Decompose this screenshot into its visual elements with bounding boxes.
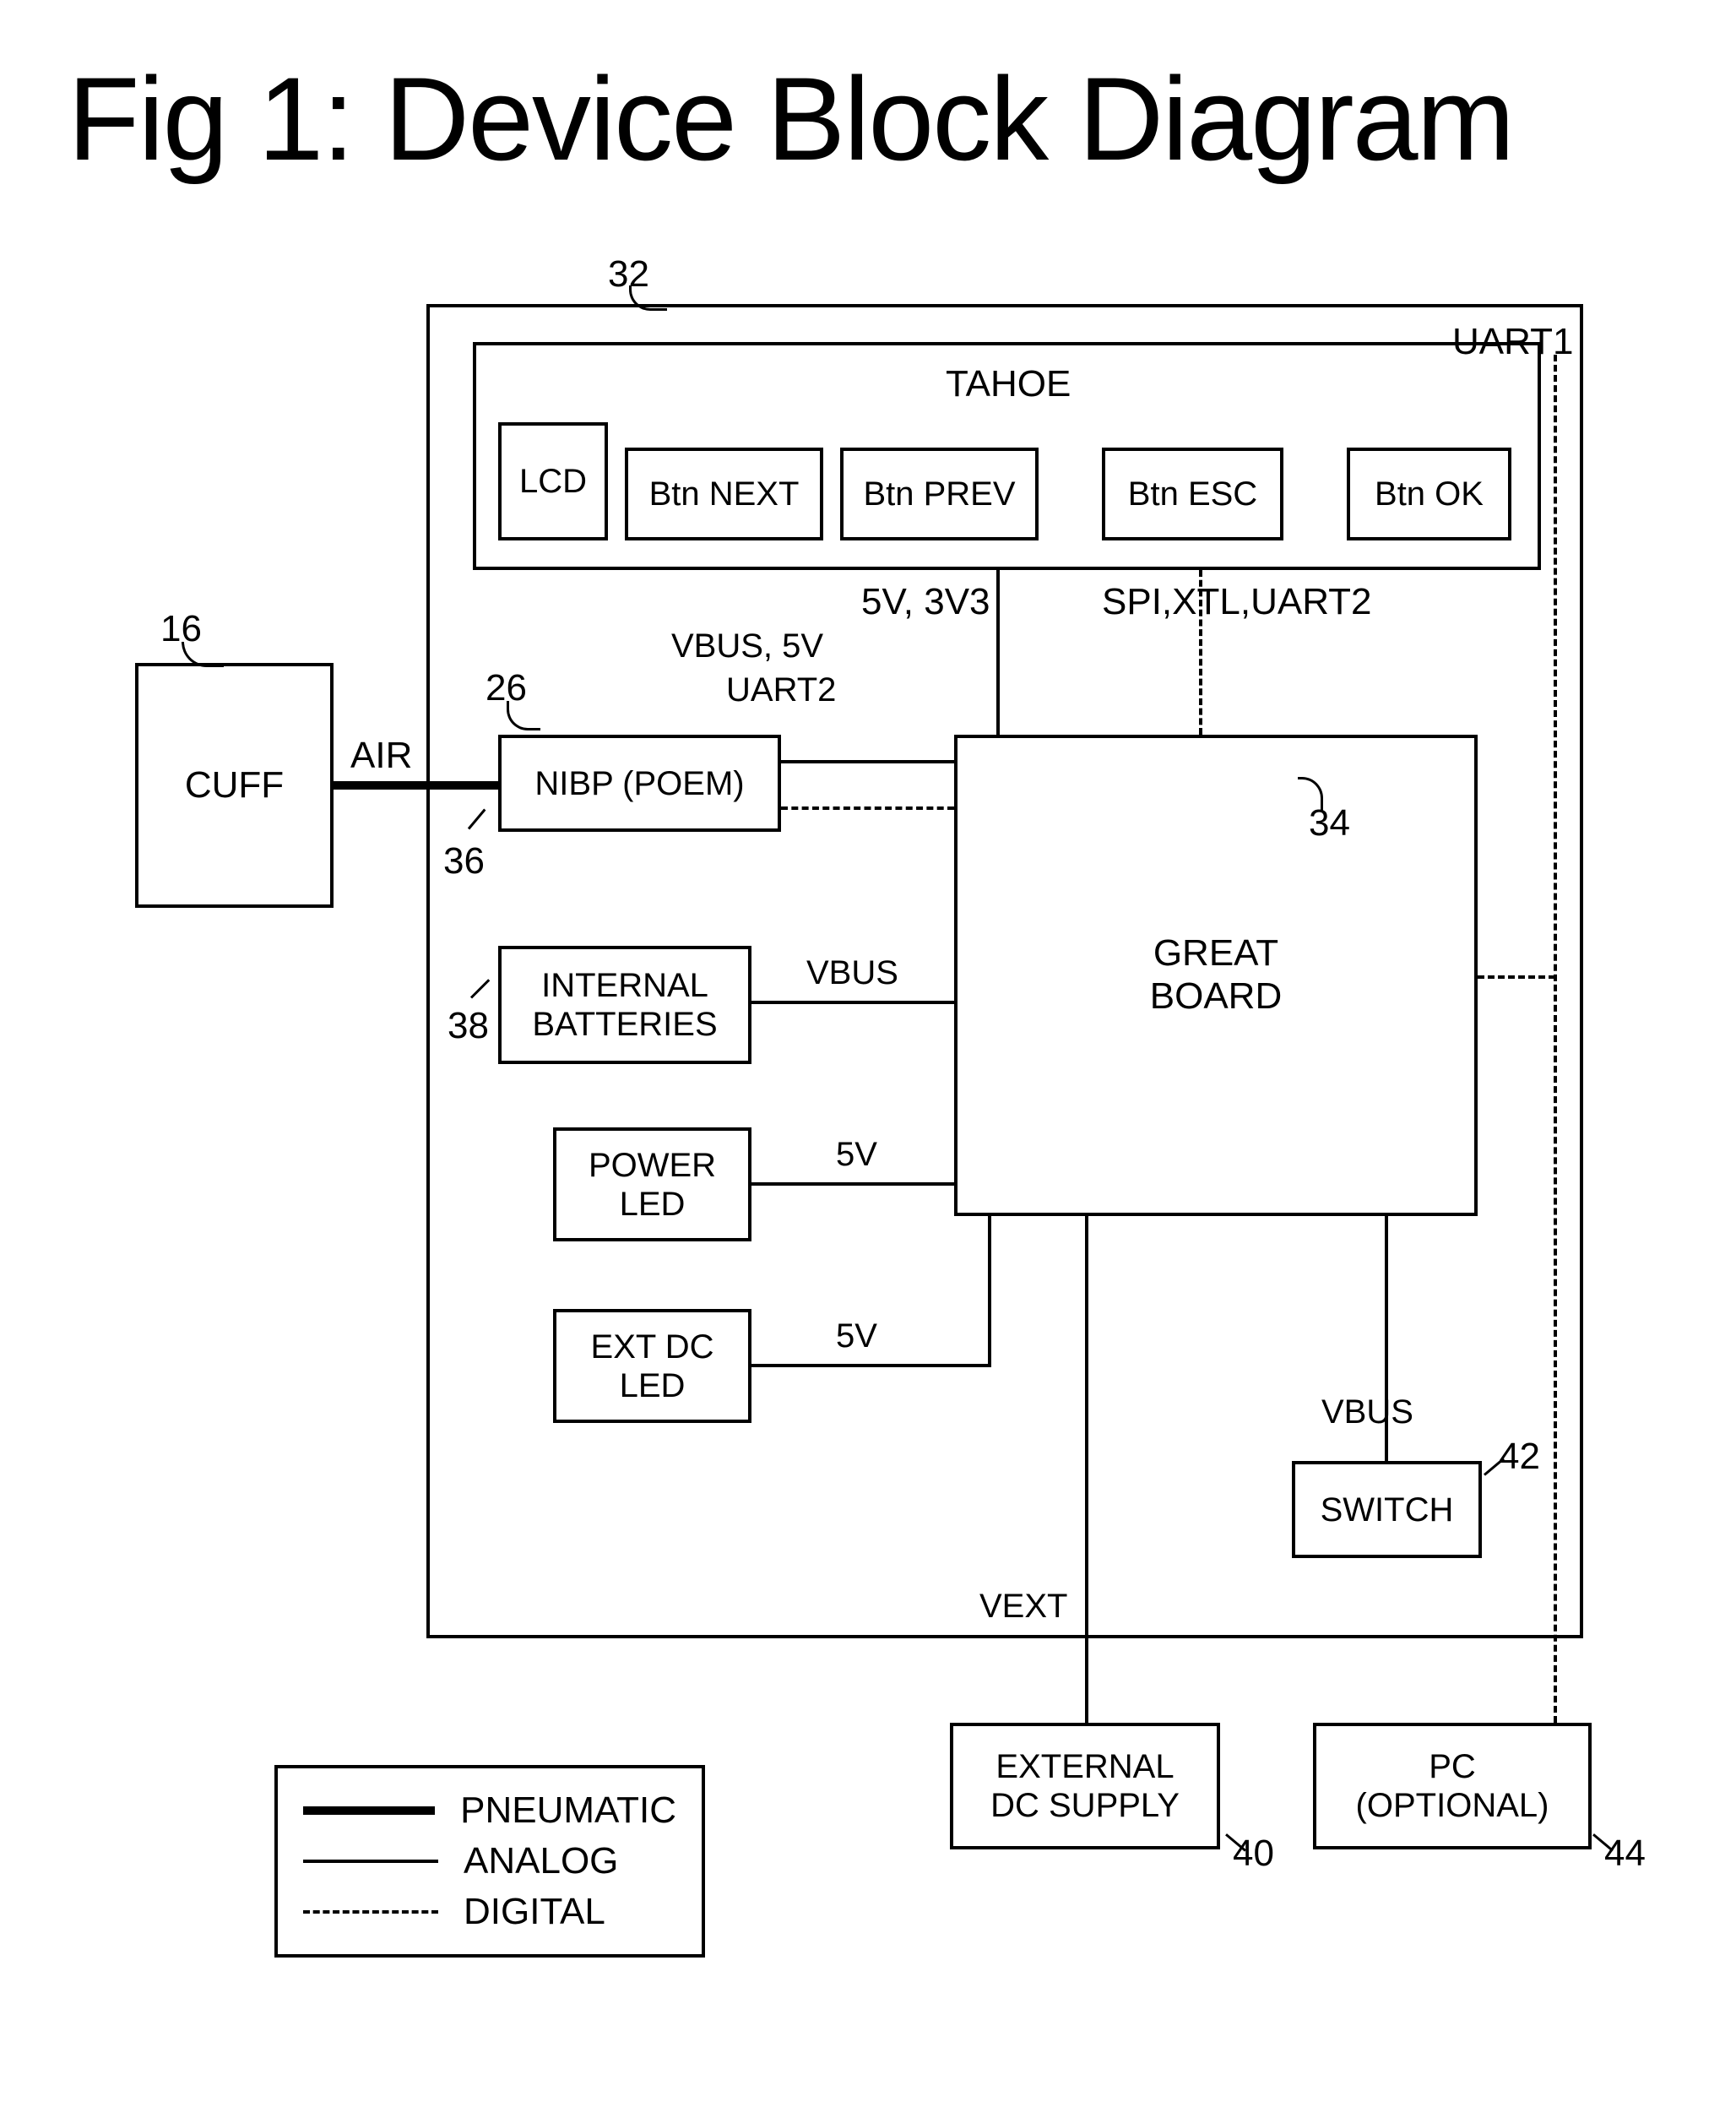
block-btn-ok: Btn OK xyxy=(1347,448,1511,540)
ref-36: 36 xyxy=(443,840,485,882)
legend-row-digital: DIGITAL xyxy=(303,1887,676,1937)
diagram-canvas: CUFF 16 AIR 36 TAHOE 32 LCD Btn NEXT Btn… xyxy=(135,253,1604,2027)
block-switch: SWITCH xyxy=(1292,1461,1482,1558)
legend: PNEUMATIC ANALOG DIGITAL xyxy=(274,1765,705,1958)
block-external-dc-supply: EXTERNAL DC SUPPLY xyxy=(950,1723,1220,1849)
block-btn-esc: Btn ESC xyxy=(1102,448,1283,540)
block-cuff: CUFF xyxy=(135,663,334,908)
label-vbus5v: VBUS, 5V xyxy=(671,627,823,665)
block-ext-dc-led: EXT DC LED xyxy=(553,1309,751,1423)
label-vbus-switch: VBUS xyxy=(1321,1393,1413,1431)
label-5v3v3: 5V, 3V3 xyxy=(861,581,990,623)
block-btn-next: Btn NEXT xyxy=(625,448,823,540)
figure-title: Fig 1: Device Block Diagram xyxy=(68,51,1513,187)
wire-vext xyxy=(1085,1216,1088,1723)
legend-pneumatic: PNEUMATIC xyxy=(460,1789,676,1832)
label-extled-5v: 5V xyxy=(836,1317,877,1355)
wire-batt-vbus xyxy=(751,1001,954,1004)
wire-extled-h xyxy=(751,1364,991,1367)
label-batt-vbus: VBUS xyxy=(806,954,898,992)
wire-extled-v xyxy=(988,1216,991,1364)
legend-analog: ANALOG xyxy=(464,1840,618,1882)
wire-uart1-v xyxy=(1554,355,1557,1723)
wire-uart1-to-board xyxy=(1478,975,1555,979)
wire-nibp-vbus5v xyxy=(781,760,954,763)
legend-row-pneumatic: PNEUMATIC xyxy=(303,1785,676,1836)
block-internal-batteries: INTERNAL BATTERIES xyxy=(498,946,751,1064)
block-power-led: POWER LED xyxy=(553,1127,751,1241)
legend-row-analog: ANALOG xyxy=(303,1836,676,1887)
block-pc-optional: PC (OPTIONAL) xyxy=(1313,1723,1592,1849)
block-lcd: LCD xyxy=(498,422,608,540)
label-uart2: UART2 xyxy=(726,671,836,709)
block-nibp: NIBP (POEM) xyxy=(498,735,781,832)
ref-40: 40 xyxy=(1233,1833,1274,1875)
label-powerled-5v: 5V xyxy=(836,1136,877,1174)
label-uart1: UART1 xyxy=(1452,321,1573,363)
line-air xyxy=(334,781,498,790)
ref-38: 38 xyxy=(448,1005,489,1047)
label-spi: SPI,XTL,UART2 xyxy=(1102,581,1372,623)
legend-digital: DIGITAL xyxy=(464,1891,605,1933)
block-btn-prev: Btn PREV xyxy=(840,448,1039,540)
wire-nibp-uart2 xyxy=(781,806,954,810)
wire-powerled-5v xyxy=(751,1182,954,1186)
block-great-board: GREAT BOARD xyxy=(954,735,1478,1216)
ref-44: 44 xyxy=(1604,1833,1646,1875)
wire-5v3v3 xyxy=(996,570,1000,735)
label-vext: VEXT xyxy=(979,1588,1067,1626)
label-tahoe: TAHOE xyxy=(946,363,1071,405)
ref-42: 42 xyxy=(1499,1436,1540,1478)
label-air: AIR xyxy=(350,735,412,777)
